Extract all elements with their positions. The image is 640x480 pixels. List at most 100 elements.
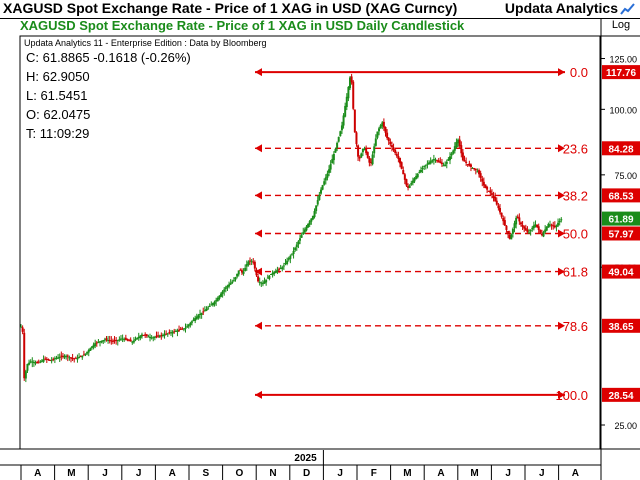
candle-body bbox=[334, 148, 337, 153]
candle-body bbox=[366, 152, 369, 158]
candle-body bbox=[276, 270, 279, 272]
candle-body bbox=[187, 324, 190, 327]
candle-body bbox=[389, 141, 392, 145]
candle-body bbox=[121, 338, 124, 340]
candle-body bbox=[99, 341, 102, 343]
candle-body bbox=[239, 269, 242, 271]
candle-body bbox=[310, 218, 313, 222]
candle-body bbox=[269, 274, 272, 276]
candle-body bbox=[360, 153, 363, 158]
candle-body bbox=[166, 333, 169, 335]
candle-body bbox=[302, 232, 305, 235]
candle-body bbox=[376, 131, 379, 138]
candle-body bbox=[103, 339, 106, 341]
candle-body bbox=[145, 334, 148, 336]
candle-body bbox=[347, 86, 350, 99]
window-header: XAGUSD Spot Exchange Rate - Price of 1 X… bbox=[0, 0, 640, 19]
brand-name: Updata Analytics bbox=[504, 0, 618, 16]
candle-body bbox=[216, 297, 219, 302]
candle-body bbox=[532, 225, 535, 229]
fib-right-arrow bbox=[558, 321, 565, 330]
candle-body bbox=[357, 145, 360, 157]
candle-body bbox=[207, 307, 210, 309]
candle-body bbox=[300, 235, 303, 238]
candle-body bbox=[221, 291, 224, 294]
candle-body bbox=[279, 268, 282, 270]
candle-body bbox=[560, 219, 563, 221]
candle-body bbox=[478, 170, 481, 175]
candle-body bbox=[499, 208, 502, 213]
candle-body bbox=[540, 233, 543, 236]
candle-body bbox=[299, 238, 302, 241]
candle-body bbox=[490, 193, 493, 195]
candle-body bbox=[340, 125, 343, 131]
candle-body bbox=[415, 175, 418, 179]
candle-body bbox=[210, 304, 213, 306]
candle-body bbox=[444, 164, 447, 166]
current-price-tag bbox=[602, 211, 640, 226]
candle-body bbox=[400, 162, 403, 169]
candle-body bbox=[258, 281, 261, 283]
fib-level-label: 50.0 bbox=[563, 226, 588, 241]
x-month-label: J bbox=[337, 468, 343, 479]
candle-body bbox=[257, 276, 260, 282]
close-readout: C: 61.8865 -0.1618 (-0.26%) bbox=[26, 50, 191, 65]
candle-body bbox=[511, 228, 514, 234]
candle-body bbox=[481, 178, 484, 182]
x-month-label: J bbox=[539, 468, 545, 479]
candle-body bbox=[31, 361, 34, 363]
candle-body bbox=[286, 260, 289, 264]
candle-body bbox=[149, 336, 152, 338]
candle-body bbox=[458, 139, 461, 147]
candle-body bbox=[45, 358, 48, 360]
candle-body bbox=[79, 356, 82, 358]
fib-price-tag-label: 49.04 bbox=[608, 268, 633, 279]
fib-right-arrow bbox=[558, 191, 565, 200]
candle-body bbox=[292, 250, 295, 255]
candle-body bbox=[284, 263, 287, 265]
candle-body bbox=[492, 195, 495, 199]
fib-right-arrow bbox=[558, 144, 565, 153]
candle-body bbox=[476, 171, 479, 173]
candle-body bbox=[345, 96, 348, 108]
candle-body bbox=[234, 277, 237, 280]
candle-body bbox=[245, 264, 248, 267]
candle-body bbox=[528, 232, 531, 234]
candle-body bbox=[186, 326, 189, 328]
fib-price-tag-label: 38.65 bbox=[608, 322, 633, 333]
candle-body bbox=[555, 225, 558, 227]
candle-body bbox=[349, 77, 352, 89]
candle-body bbox=[132, 340, 135, 343]
candle-body bbox=[223, 289, 226, 292]
candle-body bbox=[123, 339, 126, 341]
chart-title: XAGUSD Spot Exchange Rate - Price of 1 X… bbox=[20, 18, 465, 33]
candle-body bbox=[36, 361, 39, 363]
candle-body bbox=[437, 160, 440, 162]
candle-body bbox=[76, 357, 79, 360]
candle-body bbox=[553, 225, 556, 228]
year-label: 2025 bbox=[294, 453, 317, 464]
candle-body bbox=[537, 226, 540, 230]
candle-body bbox=[518, 217, 521, 222]
candle-body bbox=[140, 334, 143, 337]
candle-body bbox=[463, 160, 466, 162]
candle-body bbox=[153, 336, 156, 338]
candle-body bbox=[339, 131, 342, 137]
candle-body bbox=[40, 360, 43, 362]
candle-body bbox=[547, 223, 550, 228]
candle-body bbox=[468, 163, 471, 166]
candle-body bbox=[60, 355, 63, 357]
candle-body bbox=[329, 164, 332, 170]
fib-price-tag bbox=[602, 65, 640, 80]
candle-body bbox=[536, 224, 539, 228]
fib-level-label: 38.2 bbox=[563, 188, 588, 203]
fib-price-tag-label: 57.97 bbox=[608, 229, 633, 240]
high-readout: H: 62.9050 bbox=[26, 69, 90, 84]
candle-body bbox=[139, 335, 142, 339]
candle-body bbox=[179, 328, 182, 330]
candle-body bbox=[426, 163, 429, 165]
log-scale-label[interactable]: Log bbox=[611, 19, 631, 31]
fib-price-tag bbox=[602, 387, 640, 402]
candle-body bbox=[510, 234, 513, 240]
